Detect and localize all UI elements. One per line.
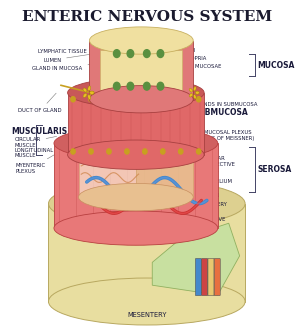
Ellipse shape: [195, 91, 199, 94]
Text: LYMPHATIC TISSUE: LYMPHATIC TISSUE: [38, 47, 104, 55]
Text: VEIN: VEIN: [193, 192, 220, 198]
Ellipse shape: [79, 184, 193, 211]
Text: LAMINA PROPRIA: LAMINA PROPRIA: [158, 49, 206, 61]
Ellipse shape: [49, 278, 245, 325]
Ellipse shape: [189, 93, 193, 97]
Polygon shape: [152, 223, 240, 295]
Circle shape: [127, 50, 134, 58]
Bar: [89, 40, 193, 99]
Circle shape: [71, 97, 75, 102]
Circle shape: [157, 50, 164, 58]
Text: MUSCULARIS MUCOSAE: MUSCULARIS MUCOSAE: [159, 55, 221, 69]
Text: SUBMUCOSA: SUBMUCOSA: [193, 109, 248, 117]
Circle shape: [143, 97, 147, 102]
Circle shape: [71, 149, 75, 154]
FancyBboxPatch shape: [195, 259, 201, 296]
Circle shape: [160, 97, 165, 102]
Text: SEROSA: SEROSA: [257, 165, 292, 174]
Circle shape: [157, 82, 164, 90]
Text: GLAND IN MUCOSA: GLAND IN MUCOSA: [32, 64, 98, 71]
Ellipse shape: [54, 211, 218, 245]
Text: EPITHELIUM: EPITHELIUM: [182, 178, 232, 184]
Circle shape: [113, 50, 120, 58]
Text: NERVE: NERVE: [198, 217, 226, 222]
Ellipse shape: [90, 91, 94, 94]
Ellipse shape: [88, 94, 91, 100]
Ellipse shape: [83, 93, 87, 97]
Circle shape: [196, 149, 201, 154]
Bar: [68, 93, 204, 155]
Text: ENTERIC NERVOUS SYSTEM: ENTERIC NERVOUS SYSTEM: [22, 10, 272, 24]
Ellipse shape: [194, 94, 196, 99]
Circle shape: [127, 82, 134, 90]
Text: EPITHELIUM: EPITHELIUM: [156, 43, 196, 53]
Bar: [79, 125, 136, 197]
Text: MESENTERY: MESENTERY: [127, 312, 166, 318]
Circle shape: [160, 149, 165, 154]
Ellipse shape: [90, 91, 94, 94]
Circle shape: [89, 149, 93, 154]
Text: MYENTERIC
PLEXUS: MYENTERIC PLEXUS: [16, 155, 55, 174]
Circle shape: [113, 82, 120, 90]
Ellipse shape: [89, 27, 193, 54]
Circle shape: [125, 149, 129, 154]
Bar: [136, 125, 193, 197]
Circle shape: [125, 97, 129, 102]
Circle shape: [107, 149, 111, 154]
Circle shape: [143, 149, 147, 154]
Text: MUSCULARIS: MUSCULARIS: [12, 127, 68, 137]
Bar: [54, 143, 218, 228]
Text: MUCOSA: MUCOSA: [257, 61, 295, 69]
Ellipse shape: [54, 126, 218, 161]
Ellipse shape: [83, 88, 87, 92]
Text: LONGITUDINAL
MUSCLE: LONGITUDINAL MUSCLE: [14, 145, 58, 159]
Bar: [49, 204, 245, 301]
Ellipse shape: [88, 86, 91, 91]
Circle shape: [89, 97, 93, 102]
Text: LUMEN: LUMEN: [43, 52, 103, 63]
Circle shape: [178, 97, 183, 102]
Text: ARTERY: ARTERY: [193, 202, 228, 207]
FancyBboxPatch shape: [202, 259, 208, 296]
Circle shape: [178, 149, 183, 154]
Ellipse shape: [68, 78, 204, 107]
Circle shape: [143, 50, 150, 58]
Ellipse shape: [189, 89, 193, 92]
Circle shape: [196, 97, 201, 102]
Ellipse shape: [68, 140, 204, 169]
Ellipse shape: [79, 112, 193, 139]
Ellipse shape: [49, 180, 245, 227]
FancyBboxPatch shape: [208, 259, 214, 296]
Text: CIRCULAR
MUSCLE: CIRCULAR MUSCLE: [14, 136, 57, 148]
Ellipse shape: [89, 86, 193, 113]
Circle shape: [143, 82, 150, 90]
Ellipse shape: [194, 87, 196, 91]
Circle shape: [107, 97, 111, 102]
Text: GLANDS IN SUBMUCOSA: GLANDS IN SUBMUCOSA: [181, 102, 258, 109]
Text: SUBMUCOSAL PLEXUS
(PLEXUS OF MEISSNER): SUBMUCOSAL PLEXUS (PLEXUS OF MEISSNER): [176, 130, 255, 140]
Text: AREOLAR
CONNECTIVE
TISSUE: AREOLAR CONNECTIVE TISSUE: [184, 156, 235, 173]
FancyBboxPatch shape: [214, 259, 220, 296]
Text: DUCT OF GLAND: DUCT OF GLAND: [19, 93, 62, 113]
Bar: [100, 50, 182, 96]
Ellipse shape: [195, 91, 199, 94]
